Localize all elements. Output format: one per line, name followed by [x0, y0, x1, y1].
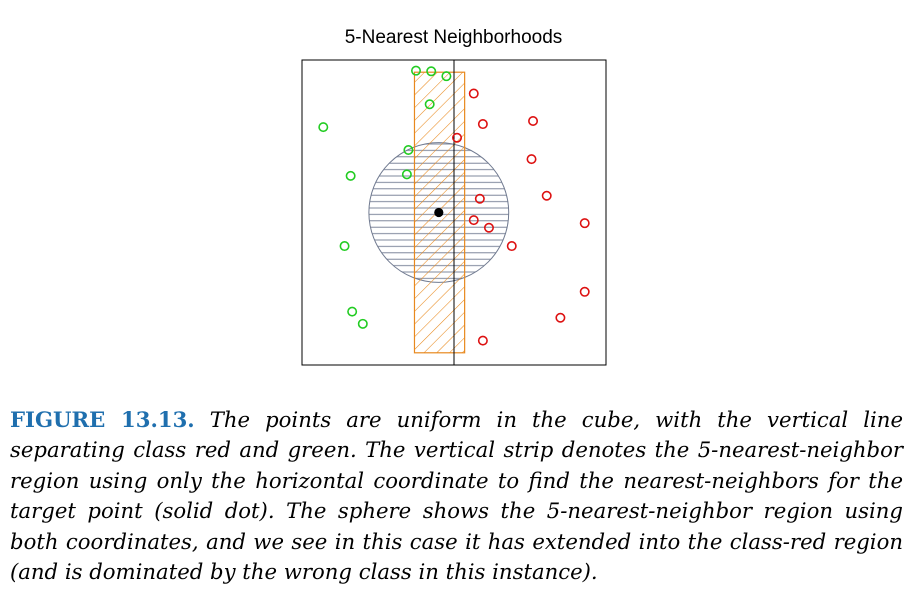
chart-title: 5-Nearest Neighborhoods	[344, 27, 563, 48]
data-point-green	[424, 99, 435, 110]
data-point-green	[403, 144, 414, 155]
caption-label: FIGURE 13.13.	[10, 407, 195, 432]
scatter-plot	[301, 59, 607, 366]
strip-neighborhood	[413, 71, 466, 354]
data-point-green	[347, 306, 358, 317]
data-point-green	[441, 71, 452, 82]
data-point-red	[541, 190, 552, 201]
data-point-green	[426, 66, 437, 77]
data-point-green	[410, 65, 421, 76]
target-point	[434, 207, 444, 218]
data-point-red	[579, 218, 590, 229]
data-point-red	[474, 193, 485, 204]
data-point-red	[477, 119, 488, 130]
data-point-red	[477, 335, 488, 346]
data-point-green	[357, 318, 368, 329]
data-point-green	[339, 241, 350, 252]
data-point-red	[506, 241, 517, 252]
data-point-green	[318, 122, 329, 133]
figure-caption: FIGURE 13.13. The points are uniform in …	[10, 405, 903, 587]
data-point-red	[468, 88, 479, 99]
data-point-red	[483, 222, 494, 233]
data-point-red	[555, 312, 566, 323]
data-point-green	[401, 169, 412, 180]
data-point-red	[528, 116, 539, 127]
data-point-red	[526, 154, 537, 165]
caption-text: The points are uniform in the cube, with…	[10, 407, 903, 585]
data-point-red	[579, 286, 590, 297]
data-point-red	[468, 215, 479, 226]
data-point-green	[345, 170, 356, 181]
data-point-red	[452, 132, 463, 143]
